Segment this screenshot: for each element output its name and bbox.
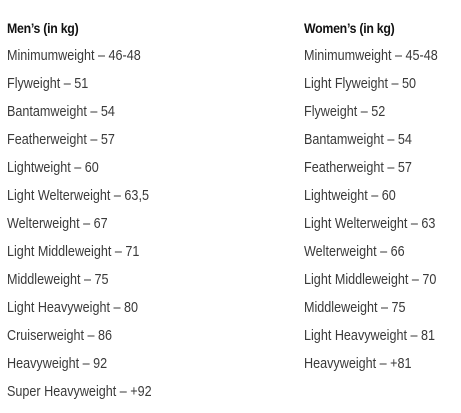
list-item: Heavyweight – +81 bbox=[304, 355, 412, 372]
list-item: Minimumweight – 46-48 bbox=[7, 47, 141, 64]
list-item: Cruiserweight – 86 bbox=[7, 327, 113, 344]
list-item: Middleweight – 75 bbox=[7, 271, 109, 288]
list-item: Light Middleweight – 71 bbox=[7, 243, 140, 260]
list-item: Flyweight – 51 bbox=[7, 75, 89, 92]
womens-heading: Women’s (in kg) bbox=[304, 20, 395, 36]
list-item: Light Welterweight – 63 bbox=[304, 215, 436, 232]
list-item: Minimumweight – 45-48 bbox=[304, 47, 438, 64]
list-item: Lightweight – 60 bbox=[7, 159, 99, 176]
womens-weight-list: Minimumweight – 45-48 Light Flyweight – … bbox=[304, 42, 461, 378]
list-item: Welterweight – 67 bbox=[7, 215, 108, 232]
list-item: Heavyweight – 92 bbox=[7, 355, 108, 372]
list-item: Light Heavyweight – 80 bbox=[7, 299, 138, 316]
list-item: Featherweight – 57 bbox=[7, 131, 115, 148]
list-item: Bantamweight – 54 bbox=[304, 131, 412, 148]
list-item: Lightweight – 60 bbox=[304, 187, 396, 204]
list-item: Light Welterweight – 63,5 bbox=[7, 187, 149, 204]
mens-weight-column: Men’s (in kg) Minimumweight – 46-48 Flyw… bbox=[7, 14, 179, 406]
list-item: Middleweight – 75 bbox=[304, 299, 406, 316]
list-item: Super Heavyweight – +92 bbox=[7, 383, 152, 400]
womens-weight-column: Women’s (in kg) Minimumweight – 45-48 Li… bbox=[304, 14, 461, 378]
list-item: Bantamweight – 54 bbox=[7, 103, 115, 120]
list-item: Flyweight – 52 bbox=[304, 103, 386, 120]
list-item: Light Middleweight – 70 bbox=[304, 271, 437, 288]
list-item: Light Flyweight – 50 bbox=[304, 75, 417, 92]
mens-weight-list: Minimumweight – 46-48 Flyweight – 51 Ban… bbox=[7, 42, 179, 406]
list-item: Light Heavyweight – 81 bbox=[304, 327, 435, 344]
mens-heading: Men’s (in kg) bbox=[7, 20, 79, 36]
list-item: Welterweight – 66 bbox=[304, 243, 405, 260]
list-item: Featherweight – 57 bbox=[304, 159, 412, 176]
